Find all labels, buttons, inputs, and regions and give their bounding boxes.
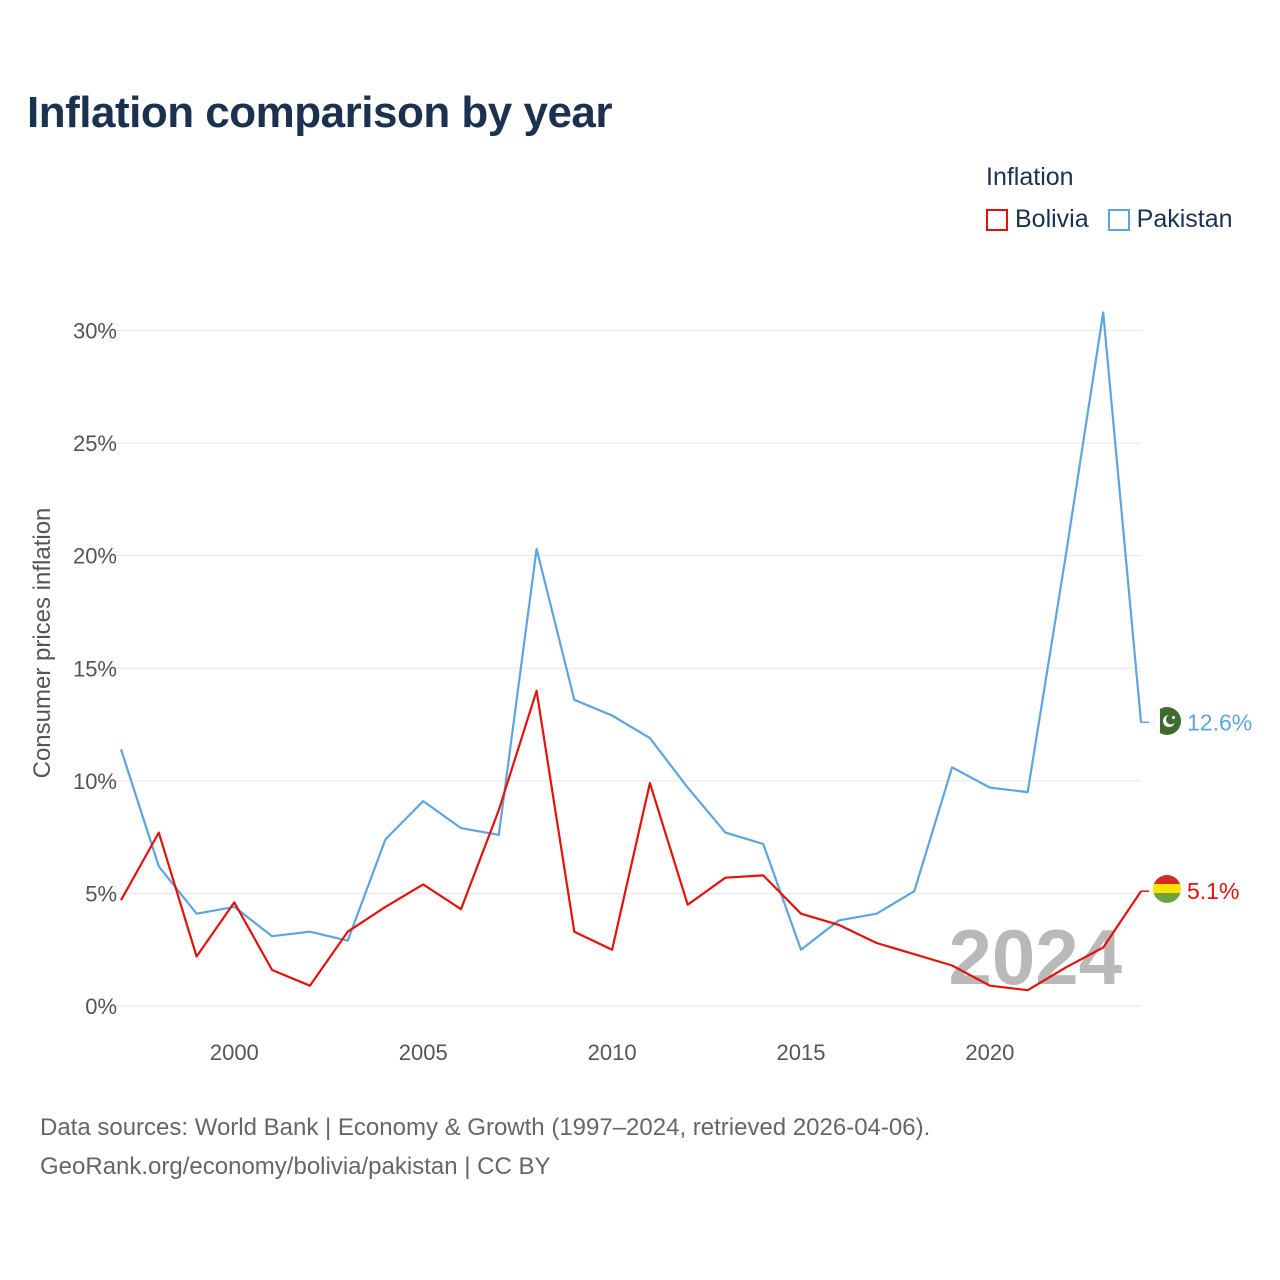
bolivia-flag-icon bbox=[1153, 875, 1181, 903]
legend-item-bolivia[interactable]: Bolivia bbox=[986, 205, 1089, 234]
source-line-2: GeoRank.org/economy/bolivia/pakistan | C… bbox=[40, 1153, 551, 1180]
x-axis-ticks: 2000 2005 2010 2015 2020 bbox=[210, 1040, 1015, 1065]
end-label-bolivia: 5.1% bbox=[1187, 878, 1239, 904]
x-tick-label: 2010 bbox=[588, 1040, 637, 1065]
source-line-1: Data sources: World Bank | Economy & Gro… bbox=[40, 1114, 931, 1141]
legend-label-bolivia: Bolivia bbox=[1015, 205, 1089, 233]
y-tick-label: 30% bbox=[73, 319, 117, 344]
y-tick-label: 5% bbox=[85, 881, 117, 906]
year-watermark: 2024 bbox=[948, 913, 1122, 1001]
y-axis-ticks: 0% 5% 10% 15% 20% 25% 30% bbox=[73, 319, 117, 1020]
pakistan-flag-icon bbox=[1153, 707, 1181, 735]
y-axis-label: Consumer prices inflation bbox=[29, 508, 56, 779]
legend: Bolivia Pakistan bbox=[986, 205, 1252, 234]
legend-swatch-pakistan bbox=[1107, 208, 1130, 231]
legend-swatch-bolivia bbox=[986, 208, 1008, 231]
x-tick-label: 2020 bbox=[965, 1040, 1014, 1065]
legend-title: Inflation bbox=[986, 163, 1074, 191]
y-tick-label: 0% bbox=[85, 994, 117, 1019]
legend-item-pakistan[interactable]: Pakistan bbox=[1107, 205, 1233, 234]
series-lines bbox=[119, 311, 1143, 992]
chart-title: Inflation comparison by year bbox=[27, 88, 613, 137]
y-tick-label: 10% bbox=[73, 769, 117, 794]
y-tick-label: 20% bbox=[73, 544, 117, 569]
series-line-pakistan bbox=[119, 311, 1143, 951]
series-line-bolivia bbox=[120, 689, 1142, 992]
x-tick-label: 2005 bbox=[399, 1040, 448, 1065]
x-tick-label: 2015 bbox=[777, 1040, 826, 1065]
y-tick-label: 25% bbox=[73, 431, 117, 456]
x-tick-label: 2000 bbox=[210, 1040, 259, 1065]
end-labels: 12.6% 5.1% bbox=[1141, 709, 1252, 904]
legend-label-pakistan: Pakistan bbox=[1136, 205, 1233, 233]
y-tick-label: 15% bbox=[73, 656, 117, 681]
end-label-pakistan: 12.6% bbox=[1187, 709, 1252, 735]
source-note: Data sources: World Bank | Economy & Gro… bbox=[40, 1108, 930, 1186]
grid-lines bbox=[100, 330, 1141, 1007]
